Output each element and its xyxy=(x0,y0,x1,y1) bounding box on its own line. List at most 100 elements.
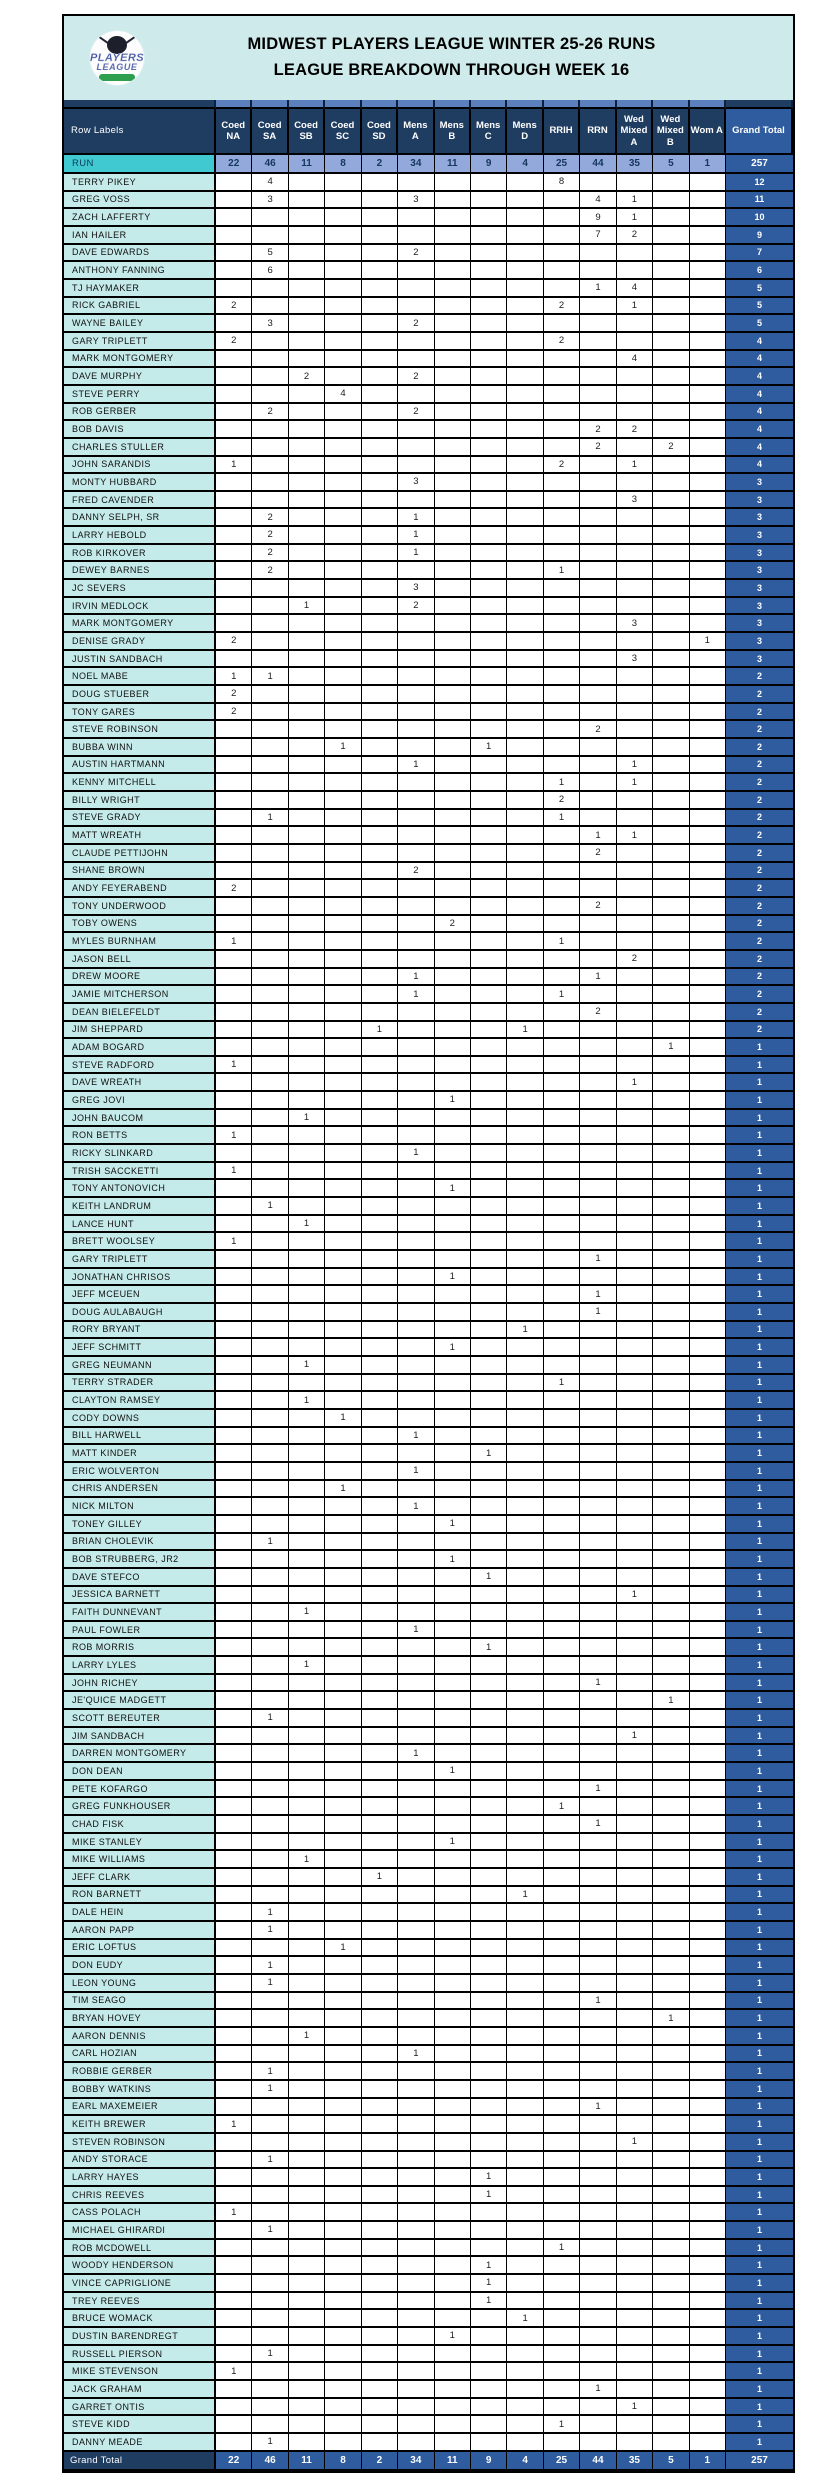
row-total-cell[interactable]: 1 xyxy=(725,2010,793,2028)
value-cell[interactable] xyxy=(325,527,362,545)
value-cell[interactable] xyxy=(325,1851,362,1869)
value-cell[interactable] xyxy=(361,2151,399,2170)
row-total-cell[interactable]: 1 xyxy=(725,1921,793,1940)
row-total-cell[interactable]: 1 xyxy=(725,1374,793,1393)
value-cell[interactable] xyxy=(325,2045,362,2064)
value-cell[interactable] xyxy=(325,1445,362,1463)
value-cell[interactable] xyxy=(216,1498,253,1516)
value-cell[interactable] xyxy=(434,1692,471,1711)
value-cell[interactable] xyxy=(580,2434,617,2452)
player-name-cell[interactable]: JIM SANDBACH xyxy=(64,1727,216,1746)
value-cell[interactable] xyxy=(470,1886,508,1905)
value-cell[interactable] xyxy=(543,1445,581,1463)
value-cell[interactable] xyxy=(361,562,399,581)
value-cell[interactable] xyxy=(398,562,435,581)
value-cell[interactable] xyxy=(434,1074,471,1093)
value-cell[interactable] xyxy=(252,1498,289,1516)
value-cell[interactable] xyxy=(580,1427,617,1446)
value-cell[interactable] xyxy=(398,1392,435,1410)
value-cell[interactable] xyxy=(653,703,690,722)
value-cell[interactable] xyxy=(434,2239,471,2258)
value-cell[interactable]: 1 xyxy=(325,1939,362,1958)
value-cell[interactable] xyxy=(507,827,544,845)
grand-total-value-cell[interactable]: 46 xyxy=(252,2451,289,2471)
value-cell[interactable] xyxy=(580,1180,617,1199)
value-cell[interactable] xyxy=(580,862,617,881)
value-cell[interactable]: 1 xyxy=(216,2204,253,2223)
value-cell[interactable] xyxy=(288,739,326,757)
value-cell[interactable] xyxy=(616,2381,654,2399)
value-cell[interactable] xyxy=(325,968,362,987)
value-cell[interactable] xyxy=(507,668,544,687)
value-cell[interactable] xyxy=(288,950,326,969)
value-cell[interactable] xyxy=(653,2257,690,2276)
value-cell[interactable] xyxy=(507,1551,544,1569)
value-cell[interactable] xyxy=(689,368,726,386)
value-cell[interactable] xyxy=(252,2257,289,2276)
value-cell[interactable] xyxy=(543,703,581,722)
player-name-cell[interactable]: JESSICA BARNETT xyxy=(64,1586,216,1605)
value-cell[interactable]: 1 xyxy=(616,827,654,845)
value-cell[interactable] xyxy=(325,1957,362,1975)
grand-total-label[interactable]: Grand Total xyxy=(64,2451,216,2471)
row-total-cell[interactable]: 4 xyxy=(725,456,793,475)
value-cell[interactable] xyxy=(616,1109,654,1128)
value-cell[interactable] xyxy=(543,2063,581,2081)
row-total-cell[interactable]: 1 xyxy=(725,2310,793,2329)
value-cell[interactable]: 1 xyxy=(470,2186,508,2205)
value-cell[interactable]: 1 xyxy=(288,1604,326,1622)
value-cell[interactable] xyxy=(689,597,726,616)
value-cell[interactable] xyxy=(325,1180,362,1199)
value-cell[interactable] xyxy=(325,1021,362,1040)
value-cell[interactable]: 2 xyxy=(580,1003,617,1022)
row-total-cell[interactable]: 1 xyxy=(725,1604,793,1622)
value-cell[interactable] xyxy=(616,1003,654,1022)
value-cell[interactable]: 4 xyxy=(616,350,654,369)
value-cell[interactable] xyxy=(689,1356,726,1375)
value-cell[interactable] xyxy=(580,527,617,545)
value-cell[interactable] xyxy=(216,1833,253,1852)
player-name-cell[interactable]: RICK GABRIEL xyxy=(64,297,216,316)
value-cell[interactable] xyxy=(543,1886,581,1905)
value-cell[interactable] xyxy=(653,1533,690,1552)
value-cell[interactable]: 1 xyxy=(470,1568,508,1587)
value-cell[interactable] xyxy=(470,1621,508,1640)
value-cell[interactable] xyxy=(543,950,581,969)
row-total-cell[interactable]: 1 xyxy=(725,2239,793,2258)
value-cell[interactable] xyxy=(252,1604,289,1622)
value-cell[interactable] xyxy=(361,2186,399,2205)
value-cell[interactable] xyxy=(361,2434,399,2452)
value-cell[interactable] xyxy=(361,1356,399,1375)
value-cell[interactable] xyxy=(361,1763,399,1781)
row-total-cell[interactable]: 1 xyxy=(725,1304,793,1322)
value-cell[interactable] xyxy=(689,1198,726,1216)
value-cell[interactable] xyxy=(470,950,508,969)
value-cell[interactable] xyxy=(507,1127,544,1146)
value-cell[interactable] xyxy=(470,1056,508,1075)
value-cell[interactable] xyxy=(470,2045,508,2064)
value-cell[interactable] xyxy=(288,174,326,192)
value-cell[interactable] xyxy=(470,809,508,828)
player-name-cell[interactable]: JEFF CLARK xyxy=(64,1869,216,1887)
value-cell[interactable] xyxy=(580,509,617,528)
value-cell[interactable] xyxy=(653,2080,690,2099)
value-cell[interactable] xyxy=(288,1480,326,1499)
value-cell[interactable] xyxy=(543,668,581,687)
value-cell[interactable] xyxy=(507,2204,544,2223)
value-cell[interactable] xyxy=(616,385,654,404)
value-cell[interactable] xyxy=(689,1233,726,1252)
player-name-cell[interactable]: IAN HAILER xyxy=(64,226,216,245)
run-row-label[interactable]: RUN xyxy=(64,155,216,174)
value-cell[interactable]: 2 xyxy=(216,633,253,651)
value-cell[interactable] xyxy=(325,1145,362,1163)
row-total-cell[interactable]: 12 xyxy=(725,174,793,192)
value-cell[interactable] xyxy=(507,1904,544,1922)
value-cell[interactable] xyxy=(470,1674,508,1693)
value-cell[interactable] xyxy=(361,1445,399,1463)
value-cell[interactable] xyxy=(252,721,289,739)
value-cell[interactable] xyxy=(470,244,508,263)
value-cell[interactable]: 1 xyxy=(580,1992,617,2011)
player-name-cell[interactable]: SHANE BROWN xyxy=(64,862,216,881)
value-cell[interactable] xyxy=(252,2133,289,2152)
value-cell[interactable] xyxy=(361,791,399,810)
